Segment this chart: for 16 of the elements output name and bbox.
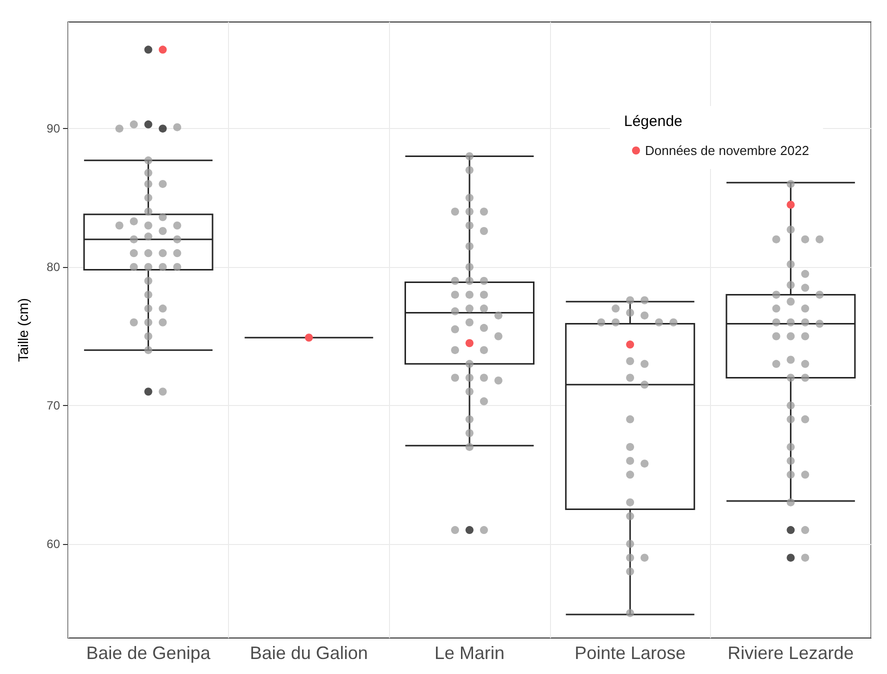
y-tick-label: 70 — [46, 398, 60, 412]
legend-title: Légende — [624, 113, 682, 130]
legend-label: Données de novembre 2022 — [645, 143, 810, 158]
x-tick-label: Pointe Larose — [574, 643, 686, 663]
y-axis-title: Taille (cm) — [15, 298, 31, 362]
point — [786, 200, 795, 209]
point — [304, 334, 313, 342]
x-tick-label: Le Marin — [434, 643, 505, 663]
x-tick-label: Baie du Galion — [250, 643, 368, 663]
point — [626, 340, 634, 349]
point — [466, 339, 474, 348]
y-tick-label: 80 — [46, 260, 60, 274]
x-tick-label: Baie de Genipa — [86, 643, 212, 663]
y-tick-label: 90 — [46, 122, 60, 136]
x-tick-label: Riviere Lezarde — [728, 643, 854, 663]
y-tick-label: 60 — [46, 536, 60, 551]
